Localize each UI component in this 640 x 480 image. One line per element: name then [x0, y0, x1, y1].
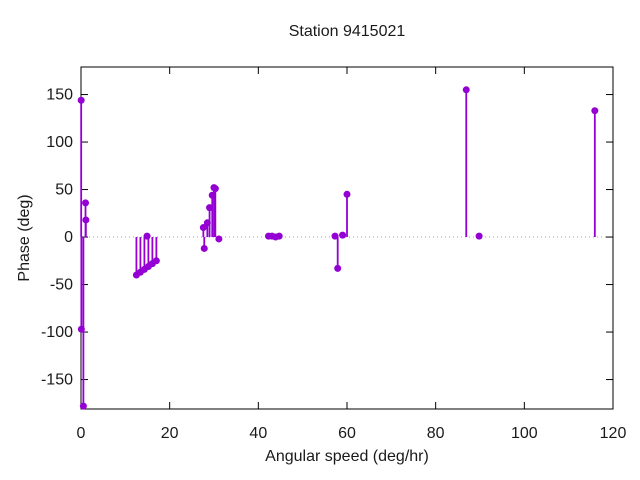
chart-title: Station 9415021	[288, 23, 406, 40]
plot-border	[80, 66, 614, 410]
data-point	[339, 231, 347, 239]
y-tick-label: -50	[50, 277, 73, 294]
x-tick-label: 40	[249, 425, 267, 442]
x-tick-label: 120	[600, 425, 627, 442]
data-point	[462, 86, 470, 94]
x-tick-label: 80	[427, 425, 445, 442]
x-tick-label: 20	[161, 425, 179, 442]
data-point	[77, 96, 85, 104]
y-tick-label: 150	[46, 87, 73, 104]
x-axis-label: Angular speed (deg/hr)	[265, 448, 429, 465]
y-axis-label: Phase (deg)	[16, 194, 33, 282]
data-point	[203, 219, 211, 227]
data-point	[82, 216, 90, 224]
data-point	[208, 191, 216, 199]
data-point	[275, 232, 283, 240]
data-point	[152, 257, 160, 265]
data-point	[79, 402, 87, 410]
data-point	[343, 190, 351, 198]
y-tick-label: 50	[55, 182, 73, 199]
y-tick-label: 0	[64, 229, 73, 246]
data-point	[77, 325, 85, 333]
data-point	[215, 235, 223, 243]
data-point	[475, 232, 483, 240]
data-point	[211, 185, 219, 193]
data-point	[206, 204, 214, 212]
data-point	[143, 232, 151, 240]
y-tick-label: -150	[41, 372, 73, 389]
x-tick-label: 0	[77, 425, 86, 442]
y-tick-label: 100	[46, 134, 73, 151]
data-point	[200, 244, 208, 252]
data-point	[82, 199, 90, 207]
y-tick-label: -100	[41, 324, 73, 341]
data-point	[334, 264, 342, 272]
x-tick-label: 100	[511, 425, 538, 442]
data-point	[331, 232, 339, 240]
data-point	[591, 107, 599, 115]
data-point	[199, 224, 207, 232]
x-tick-label: 60	[338, 425, 356, 442]
